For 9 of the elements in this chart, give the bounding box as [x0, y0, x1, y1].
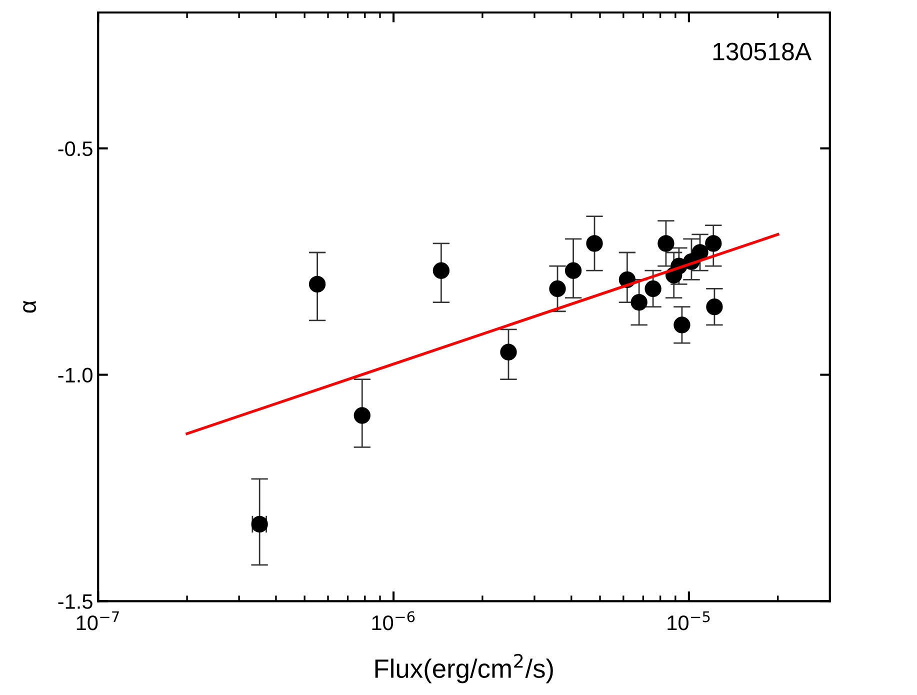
annotation: 130518A	[713, 42, 812, 60]
y-tick-label: -1.0	[58, 368, 92, 383]
x-tick-label: 10$^{−5}$	[668, 611, 710, 630]
y-axis-title: α	[23, 300, 36, 313]
x-tick-label: 10$^{−7}$	[76, 611, 119, 630]
y-tick-label: -0.5	[58, 141, 92, 156]
y-tick-label: -1.5	[58, 594, 92, 609]
x-axis-title: Flux(erg/cm$^{2}$/s)	[375, 654, 553, 684]
x-tick-label: 10$^{−6}$	[372, 611, 415, 630]
